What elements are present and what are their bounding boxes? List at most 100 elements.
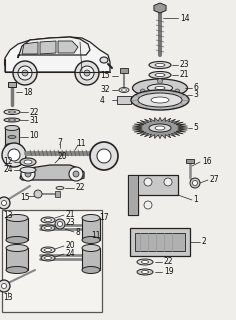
Ellipse shape xyxy=(4,109,20,115)
Text: 20: 20 xyxy=(65,241,75,250)
Text: 6: 6 xyxy=(193,83,198,92)
Ellipse shape xyxy=(58,221,63,227)
Circle shape xyxy=(22,70,28,76)
Circle shape xyxy=(80,66,94,80)
Circle shape xyxy=(84,70,90,76)
Bar xyxy=(135,233,185,251)
Circle shape xyxy=(190,178,200,188)
Ellipse shape xyxy=(8,111,16,113)
Circle shape xyxy=(18,66,32,80)
Ellipse shape xyxy=(45,249,51,252)
Ellipse shape xyxy=(82,244,100,252)
Text: 7: 7 xyxy=(57,138,62,147)
Ellipse shape xyxy=(137,269,153,275)
Bar xyxy=(6,248,28,270)
Text: 24: 24 xyxy=(65,249,75,258)
Ellipse shape xyxy=(82,236,100,244)
Polygon shape xyxy=(40,41,56,54)
Ellipse shape xyxy=(151,97,169,103)
Ellipse shape xyxy=(149,61,171,68)
Text: 17: 17 xyxy=(99,212,109,221)
Ellipse shape xyxy=(56,187,64,189)
Circle shape xyxy=(193,180,198,186)
Text: 18: 18 xyxy=(23,87,33,97)
Text: 22: 22 xyxy=(75,182,84,191)
Circle shape xyxy=(157,78,163,84)
Ellipse shape xyxy=(8,135,16,139)
Ellipse shape xyxy=(149,124,171,132)
Circle shape xyxy=(144,178,152,186)
Bar xyxy=(2,210,102,312)
Circle shape xyxy=(34,190,42,198)
Circle shape xyxy=(0,197,10,209)
Polygon shape xyxy=(18,37,90,58)
Circle shape xyxy=(1,201,7,205)
Ellipse shape xyxy=(148,84,173,92)
Polygon shape xyxy=(22,42,38,54)
Circle shape xyxy=(175,89,180,94)
Ellipse shape xyxy=(6,244,28,252)
Polygon shape xyxy=(128,175,178,215)
Text: 21: 21 xyxy=(65,210,75,219)
Circle shape xyxy=(2,143,26,167)
Circle shape xyxy=(90,142,118,170)
Circle shape xyxy=(164,178,172,186)
Ellipse shape xyxy=(131,90,189,110)
Circle shape xyxy=(1,284,7,289)
Ellipse shape xyxy=(20,158,36,166)
Circle shape xyxy=(0,280,10,292)
Text: 16: 16 xyxy=(202,156,212,165)
Bar xyxy=(117,96,131,104)
Text: 22: 22 xyxy=(29,108,38,116)
Text: 11: 11 xyxy=(91,230,101,239)
Text: 23: 23 xyxy=(180,60,190,68)
Ellipse shape xyxy=(142,270,148,274)
Text: 14: 14 xyxy=(180,13,190,22)
Text: 2: 2 xyxy=(202,236,207,245)
Circle shape xyxy=(69,167,83,181)
Text: 20: 20 xyxy=(58,151,68,161)
Text: 10: 10 xyxy=(29,131,39,140)
Circle shape xyxy=(140,89,145,94)
Polygon shape xyxy=(132,117,188,139)
Text: 15: 15 xyxy=(20,193,30,202)
Ellipse shape xyxy=(142,260,148,263)
Circle shape xyxy=(8,149,20,161)
Bar xyxy=(186,159,194,163)
Text: 22: 22 xyxy=(164,257,173,266)
Ellipse shape xyxy=(41,247,55,253)
Text: 11: 11 xyxy=(76,139,85,148)
Circle shape xyxy=(144,201,152,209)
Circle shape xyxy=(21,167,35,181)
Ellipse shape xyxy=(24,160,32,164)
Polygon shape xyxy=(154,3,166,13)
Bar xyxy=(120,68,128,73)
Polygon shape xyxy=(20,165,84,180)
Ellipse shape xyxy=(41,255,55,261)
Text: 23: 23 xyxy=(65,218,75,227)
Ellipse shape xyxy=(4,118,20,122)
Bar xyxy=(55,191,60,197)
Ellipse shape xyxy=(41,225,55,231)
Ellipse shape xyxy=(82,267,100,274)
Text: 5: 5 xyxy=(193,123,198,132)
Ellipse shape xyxy=(155,63,165,67)
Ellipse shape xyxy=(155,126,165,130)
Bar xyxy=(128,175,138,215)
Ellipse shape xyxy=(138,93,182,107)
Ellipse shape xyxy=(100,57,108,63)
Bar xyxy=(5,128,19,146)
Text: 31: 31 xyxy=(29,116,39,124)
Ellipse shape xyxy=(6,267,28,274)
Bar xyxy=(6,218,28,240)
Ellipse shape xyxy=(132,79,187,97)
Ellipse shape xyxy=(122,89,126,91)
Ellipse shape xyxy=(149,71,171,78)
Ellipse shape xyxy=(6,236,28,244)
Text: 3: 3 xyxy=(193,90,198,99)
Text: 1: 1 xyxy=(193,195,198,204)
Circle shape xyxy=(25,171,31,177)
Bar xyxy=(130,228,190,256)
Ellipse shape xyxy=(155,86,165,90)
Ellipse shape xyxy=(82,214,100,221)
